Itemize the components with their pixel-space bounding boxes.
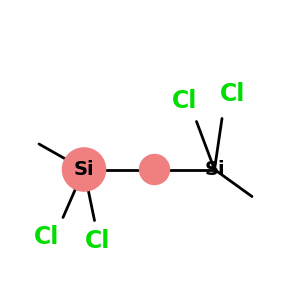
Text: Cl: Cl [220, 82, 245, 106]
Text: Cl: Cl [34, 225, 59, 249]
Text: Cl: Cl [85, 230, 110, 254]
Text: Si: Si [204, 160, 225, 179]
Circle shape [62, 148, 106, 191]
Text: Cl: Cl [172, 88, 197, 112]
Circle shape [140, 154, 169, 184]
Text: Si: Si [74, 160, 94, 179]
